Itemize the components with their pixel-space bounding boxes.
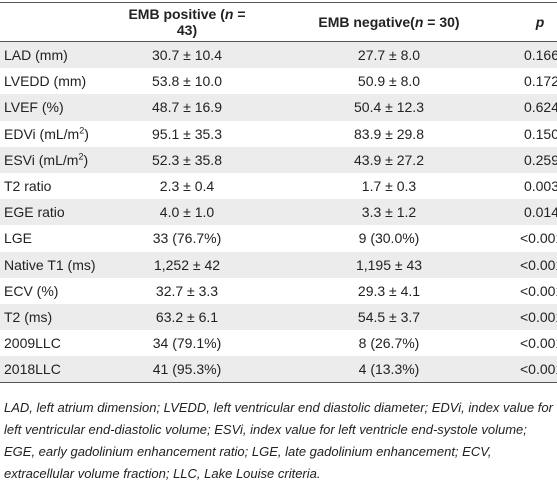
row-label: T2 ratio — [0, 173, 116, 199]
text-part: T2 ratio — [4, 178, 52, 195]
text-part: EMB positive ( — [128, 6, 225, 22]
cell: 95.1 ± 35.3 — [152, 125, 222, 142]
cell: <0.001 — [520, 335, 557, 352]
text-part: n — [224, 6, 234, 22]
row-label: LGE — [0, 225, 116, 251]
footnote: LAD, left atrium dimension; LVEDD, left … — [4, 400, 553, 482]
row-label: ESVi (mL/m2) — [0, 147, 116, 173]
table-body: LAD (mm) 30.7 ± 10.4 27.7 ± 8.0 0.166 LVEDD … — [0, 41, 557, 384]
text-part: LGE — [4, 230, 33, 247]
text-part: LVEF (%) — [4, 99, 64, 116]
cell: 27.7 ± 8.0 — [357, 47, 421, 64]
text-part: Native T1 (ms) — [4, 256, 96, 273]
column-header: EMB positive (n = 43) — [116, 2, 258, 42]
row-label: EDVi (mL/m2) — [0, 121, 116, 147]
cell: 0.003 — [523, 178, 557, 195]
cell: 0.624 — [523, 99, 557, 116]
table-row: LVEF (%) 48.7 ± 16.9 50.4 ± 12.3 0.624 — [0, 94, 557, 121]
cell: 0.172 — [523, 73, 557, 90]
cell: <0.001 — [520, 308, 557, 325]
cell: 3.3 ± 1.2 — [361, 204, 417, 221]
table-row: 2018LLC 41 (95.3%)4 (13.3%)<0.001 — [0, 356, 557, 384]
cell: 9 (30.0%) — [358, 230, 420, 247]
cell: 83.9 ± 29.8 — [354, 125, 424, 142]
text-part: EGE ratio — [4, 204, 65, 221]
cell: 0.166 — [523, 47, 557, 64]
cell: 50.4 ± 12.3 — [354, 99, 424, 116]
cell: 43.9 ± 27.2 — [354, 151, 424, 168]
cell: 0.259 — [523, 151, 557, 168]
table-row: Native T1 (ms) 1,252 ± 42 1,195 ± 43 <0.001 — [0, 251, 557, 278]
text-part: LAD (mm) — [4, 47, 68, 64]
cell: 0.150 — [523, 125, 557, 142]
cell: 1.7 ± 0.3 — [361, 178, 417, 195]
cell: 53.8 ± 10.0 — [152, 73, 222, 90]
table-row: ESVi (mL/m2) 52.3 ± 35.8 43.9 ± 27.2 0.259 — [0, 146, 557, 173]
cell: 63.2 ± 6.1 — [155, 308, 219, 325]
table-row: ECV (%) 32.7 ± 3.3 29.3 ± 4.1 <0.001 — [0, 278, 557, 304]
cell: 29.3 ± 4.1 — [357, 282, 421, 299]
cell: 1,252 ± 42 — [153, 256, 221, 273]
text-part: ECV (%) — [4, 282, 59, 299]
text-part: EMB negative( — [318, 14, 415, 30]
cell: 2.3 ± 0.4 — [159, 178, 215, 195]
cell: <0.001 — [520, 282, 557, 299]
text-part: T2 (ms) — [4, 308, 53, 325]
cell: 50.9 ± 8.0 — [357, 73, 421, 90]
text-part: = 30) — [423, 14, 460, 30]
row-label: 2018LLC — [0, 356, 116, 384]
table-row: LGE 33 (76.7%) 9 (30.0%) <0.001 — [0, 225, 557, 251]
text-part: n — [414, 14, 424, 30]
cell: 1,195 ± 43 — [355, 256, 423, 273]
table-row: T2 ratio 2.3 ± 0.4 1.7 ± 0.3 0.003 — [0, 173, 557, 199]
table-row: T2 (ms) 63.2 ± 6.1 54.5 ± 3.7 <0.001 — [0, 303, 557, 331]
column-header: EMB negative(n = 30) — [258, 2, 520, 42]
cell: 41 (95.3%) — [116, 356, 258, 384]
cell: 54.5 ± 3.7 — [357, 308, 421, 325]
text-part: = 43) — [176, 6, 246, 38]
cell: 4.0 ± 1.0 — [159, 204, 215, 221]
cell: 52.3 ± 35.8 — [152, 151, 222, 168]
cell: <0.001 — [520, 356, 557, 384]
table-row: EDVi (mL/m2) 95.1 ± 35.3 83.9 ± 29.8 0.150 — [0, 121, 557, 147]
text-part: ESVi (mL/m — [4, 151, 79, 168]
row-label: T2 (ms) — [0, 304, 116, 330]
text-part: 2 — [78, 151, 84, 162]
cell: <0.001 — [520, 256, 557, 273]
row-label: LVEF (%) — [0, 94, 116, 120]
row-label: 2009LLC — [0, 330, 116, 356]
text-part: ) — [83, 151, 89, 168]
column-header — [0, 2, 116, 42]
row-label: LAD (mm) — [0, 42, 116, 69]
row-label: LVEDD (mm) — [0, 68, 116, 94]
row-label: Native T1 (ms) — [0, 252, 116, 278]
cell: 48.7 ± 16.9 — [152, 99, 222, 116]
text-part: 2009LLC — [4, 335, 61, 352]
table-row: EGE ratio 4.0 ± 1.0 3.3 ± 1.2 0.014 — [0, 199, 557, 226]
cell: 32.7 ± 3.3 — [155, 282, 219, 299]
cell: 34 (79.1%) — [152, 335, 222, 352]
row-label: EGE ratio — [0, 199, 116, 225]
table-row: LVEDD (mm) 53.8 ± 10.0 50.9 ± 8.0 0.172 — [0, 68, 557, 94]
text-part: 2 — [79, 125, 85, 135]
cell: 4 (13.3%) — [258, 356, 520, 384]
cell: 33 (76.7%) — [152, 230, 222, 247]
text-part: EDVi (mL/m — [4, 125, 80, 142]
cell: 30.7 ± 10.4 — [152, 47, 222, 64]
table-row: LAD (mm) 30.7 ± 10.4 27.7 ± 8.0 0.166 — [0, 41, 557, 69]
text-part: ) — [84, 125, 89, 142]
cell: 0.014 — [523, 204, 557, 221]
cell: <0.001 — [520, 230, 557, 247]
table-row: 2009LLC 34 (79.1%) 8 (26.7%) <0.001 — [0, 330, 557, 356]
text-part: LVEDD (mm) — [4, 73, 87, 90]
cell: 8 (26.7%) — [358, 335, 420, 352]
data-table: EMB positive (n = 43) EMB negative(n = 30… — [0, 2, 557, 384]
header-row: EMB positive (n = 43) EMB negative(n = 30… — [0, 2, 557, 42]
row-label: ECV (%) — [0, 278, 116, 304]
text-part: p — [535, 14, 545, 30]
column-header: p — [520, 2, 557, 42]
text-part: 2018LLC — [4, 361, 61, 378]
